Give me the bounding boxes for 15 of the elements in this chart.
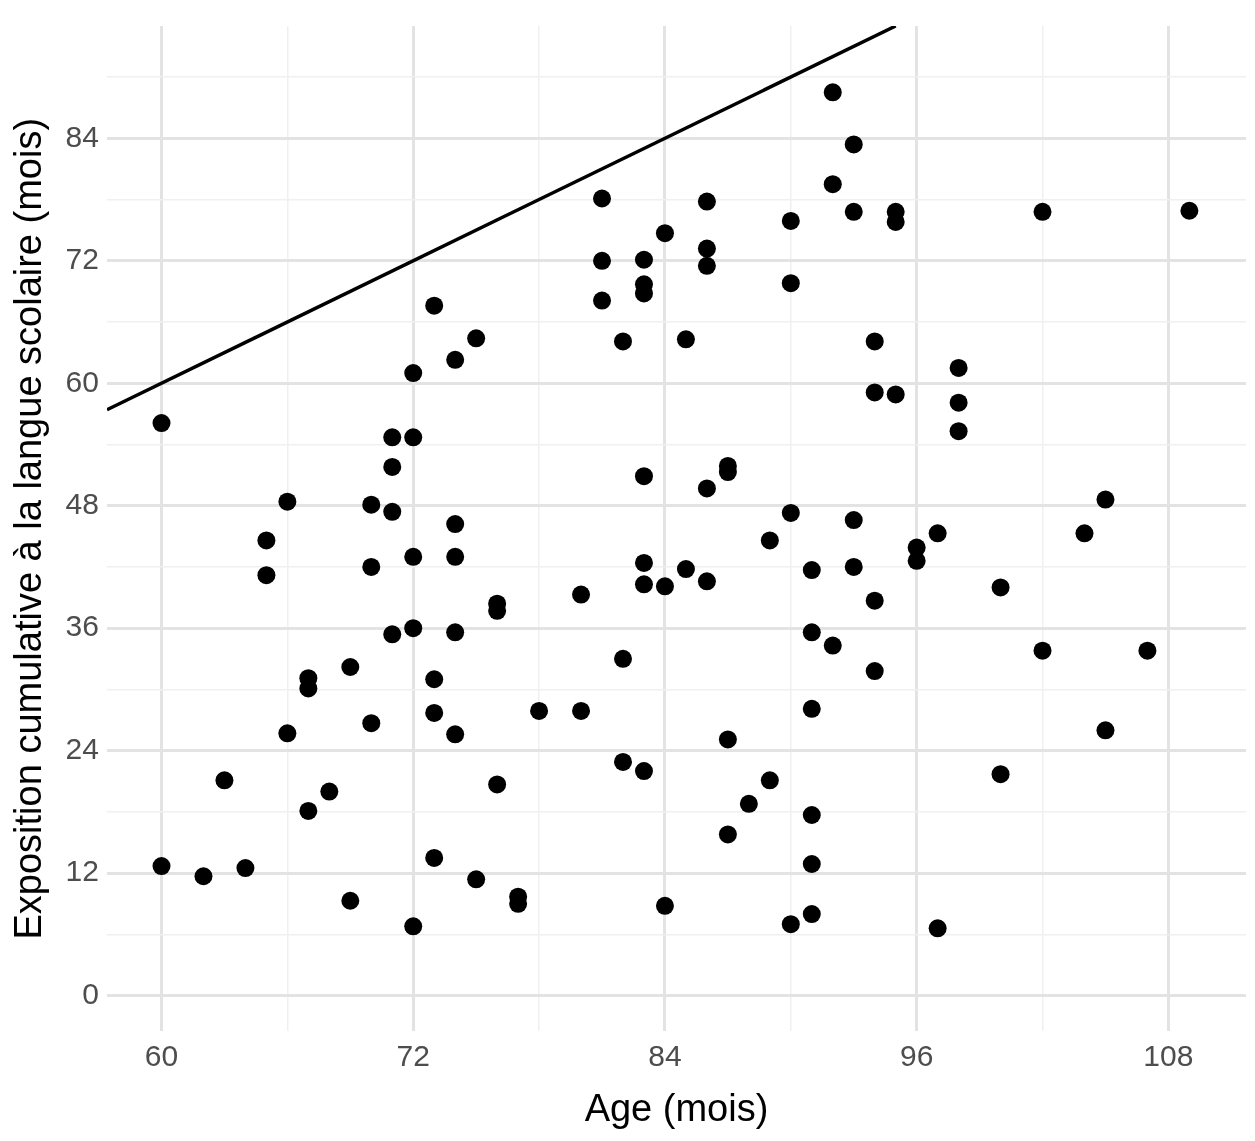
x-axis-title: Age (mois) [584,1086,769,1129]
y-tick-label: 60 [65,364,99,398]
x-tick-label: 108 [1143,1038,1194,1072]
x-tick-label: 60 [144,1038,179,1072]
y-tick-label: 36 [65,609,99,643]
y-tick-label: 84 [65,119,99,153]
y-tick-label: 0 [82,976,99,1010]
y-tick-label: 24 [65,731,99,765]
y-tick-label: 72 [65,242,99,276]
x-tick-label: 96 [899,1038,934,1072]
x-tick-label: 84 [648,1038,682,1072]
y-tick-label: 12 [65,854,99,888]
y-tick-label: 48 [65,487,99,520]
y-axis-title: Exposition cumulative à la langue scolaire (mois) [7,117,50,940]
x-tick-label: 72 [396,1038,430,1072]
